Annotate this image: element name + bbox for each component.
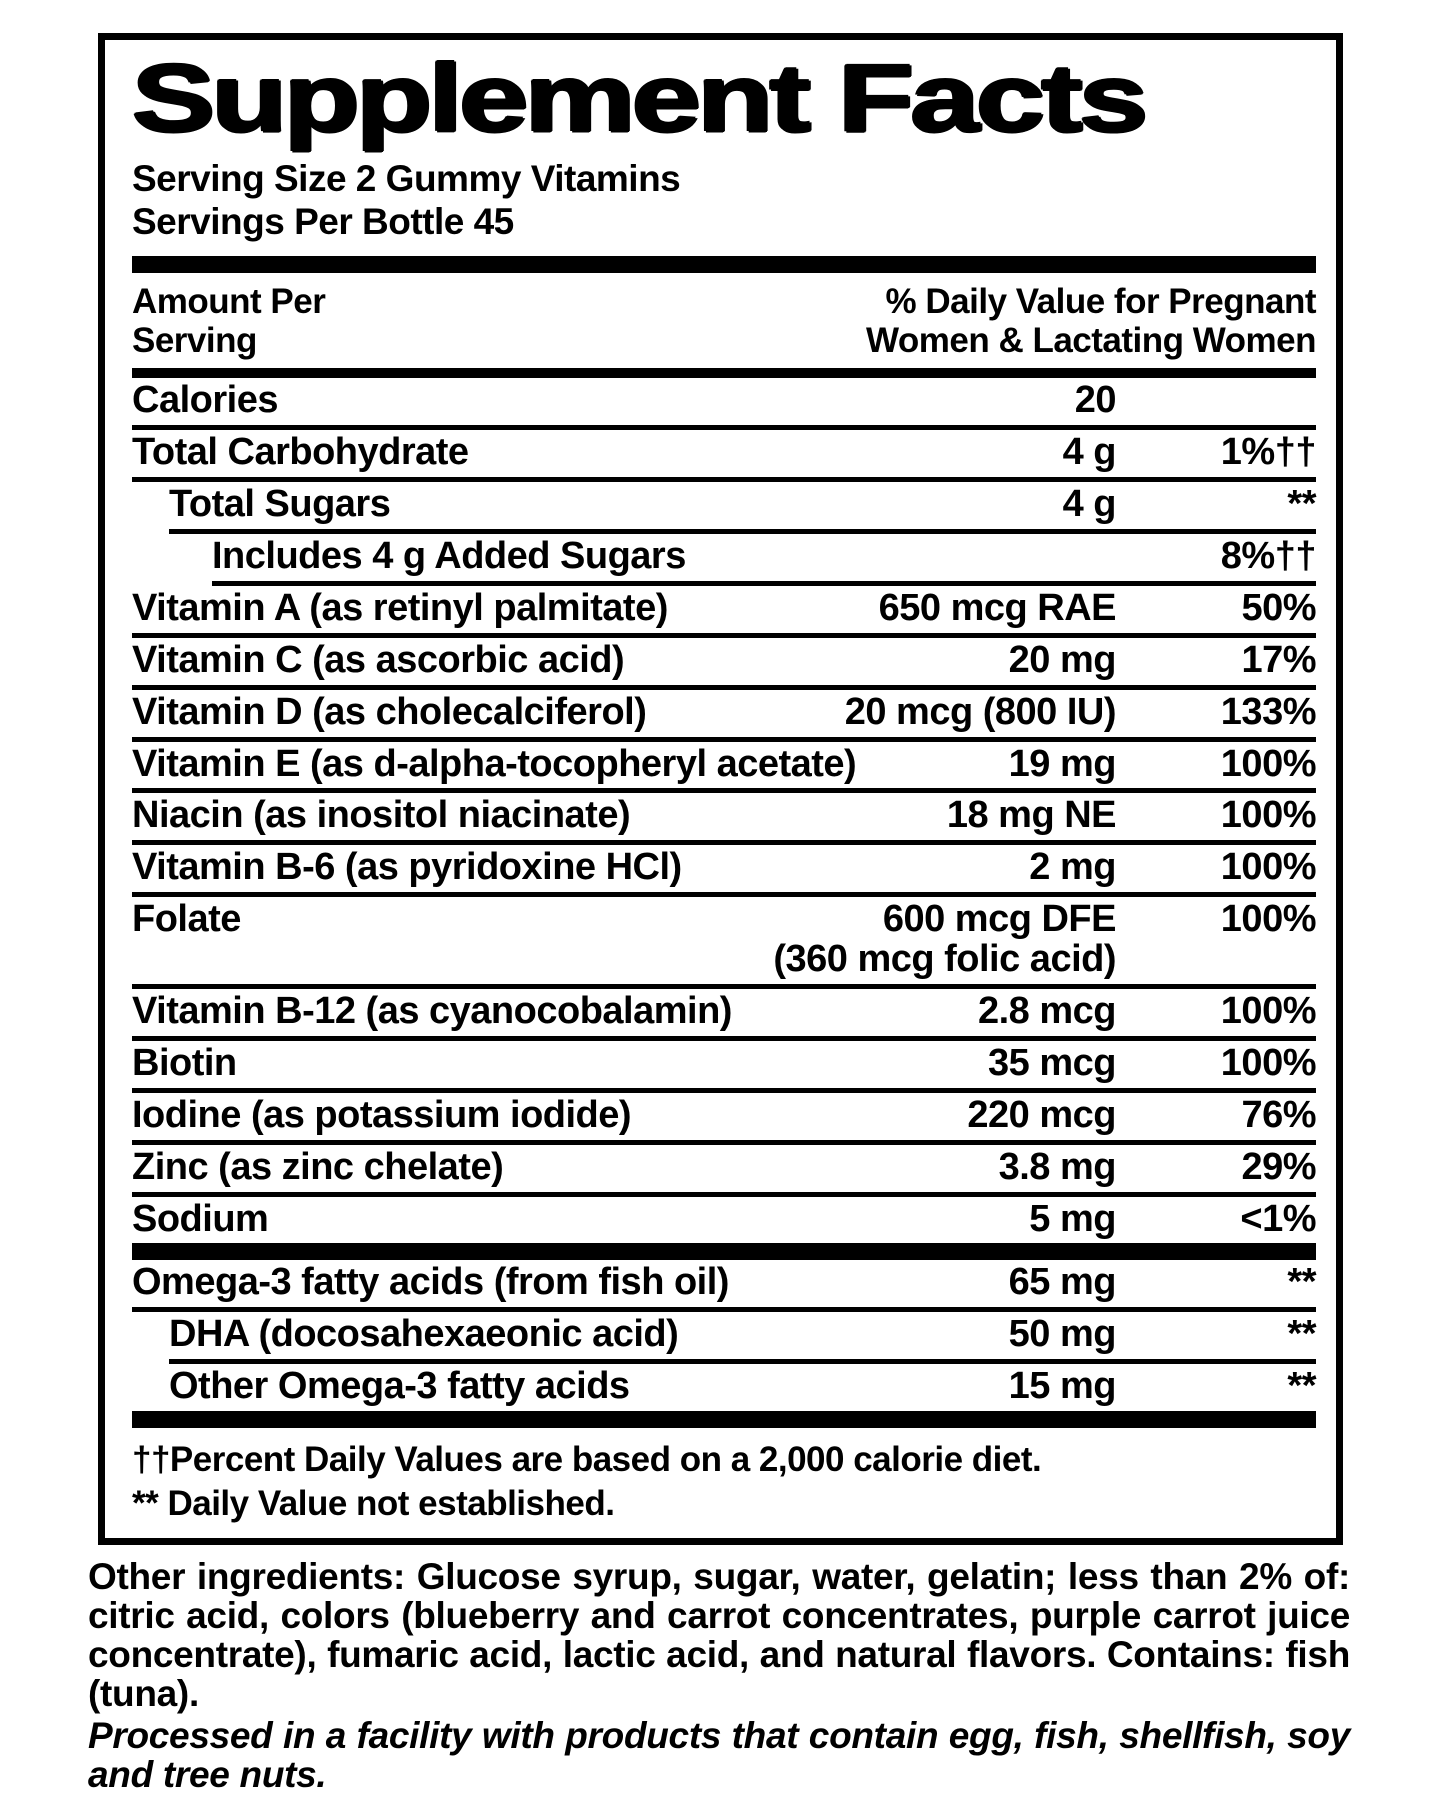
table-row-vitamin-a: Vitamin A (as retinyl palmitate) 650 mcg… bbox=[132, 586, 1317, 638]
nutrient-amount: 18 mg NE bbox=[946, 794, 1117, 837]
column-header-amount-line2: Serving bbox=[132, 321, 257, 361]
other-ingredients-text: Other ingredients: Glucose syrup, sugar,… bbox=[88, 1555, 1350, 1714]
table-row-sodium: Sodium 5 mg <1% bbox=[132, 1197, 1317, 1244]
nutrient-dv: ** bbox=[1287, 1365, 1316, 1408]
table-row-niacin: Niacin (as inositol niacinate) 18 mg NE … bbox=[132, 793, 1317, 846]
nutrient-dv: 50% bbox=[1241, 586, 1316, 629]
table-row-vitamin-b12: Vitamin B-12 (as cyanocobalamin) 2.8 mcg… bbox=[132, 989, 1317, 1041]
nutrient-amount: 20 mcg (800 IU) bbox=[844, 690, 1117, 733]
nutrient-amount: 2.8 mcg bbox=[977, 989, 1117, 1032]
nutrient-name: Vitamin A (as retinyl palmitate) bbox=[132, 586, 668, 629]
footnotes: ††Percent Daily Values are based on a 2,… bbox=[132, 1428, 1316, 1528]
nutrient-dv: 29% bbox=[1241, 1145, 1316, 1188]
column-header-dv-line1: % Daily Value for Pregnant bbox=[885, 281, 1317, 321]
nutrient-amount: 19 mg bbox=[1008, 742, 1117, 785]
nutrient-amount: 20 mg bbox=[1008, 638, 1117, 681]
nutrient-dv: 100% bbox=[1220, 1041, 1317, 1084]
divider-bar-medium bbox=[132, 368, 1316, 379]
nutrient-amount: 4 g bbox=[1062, 431, 1117, 474]
servings-per-bottle: Servings Per Bottle 45 bbox=[132, 200, 514, 242]
nutrient-dv: 133% bbox=[1220, 690, 1317, 733]
nutrient-amount-line1: 600 mcg DFE bbox=[882, 898, 1117, 941]
supplement-facts-panel: Supplement Facts Serving Size 2 Gummy Vi… bbox=[98, 33, 1343, 1545]
nutrient-amount: 65 mg bbox=[1008, 1261, 1117, 1304]
divider-bar-thick bbox=[132, 1243, 1316, 1261]
nutrient-name: Includes 4 g Added Sugars bbox=[212, 534, 686, 577]
nutrient-amount: 3.8 mg bbox=[998, 1145, 1117, 1188]
nutrient-amount: 600 mcg DFE (360 mcg folic acid) bbox=[241, 898, 1117, 981]
nutrient-name: Iodine (as potassium iodide) bbox=[132, 1093, 632, 1136]
nutrient-dv: 76% bbox=[1241, 1093, 1316, 1136]
supplement-facts-title: Supplement Facts bbox=[132, 45, 1148, 152]
table-row-iodine: Iodine (as potassium iodide) 220 mcg 76% bbox=[132, 1093, 1317, 1145]
column-header-amount-line1: Amount Per bbox=[132, 281, 326, 321]
table-row-vitamin-b6: Vitamin B-6 (as pyridoxine HCl) 2 mg 100… bbox=[132, 845, 1317, 898]
nutrient-name: Total Carbohydrate bbox=[132, 431, 469, 474]
column-header-dv: % Daily Value for Pregnant Women & Lacta… bbox=[865, 281, 1317, 361]
nutrient-name: Other Omega-3 fatty acids bbox=[169, 1365, 630, 1408]
nutrient-name: Folate bbox=[132, 898, 241, 941]
table-row-dha: DHA (docosahexaeonic acid) 50 mg ** bbox=[169, 1312, 1317, 1365]
nutrient-name: Vitamin E (as d-alpha-tocopheryl acetate… bbox=[132, 742, 857, 785]
nutrient-amount-line2: (360 mcg folic acid) bbox=[773, 938, 1116, 981]
nutrient-name: Vitamin B-12 (as cyanocobalamin) bbox=[132, 989, 732, 1032]
nutrient-name: Total Sugars bbox=[169, 483, 391, 526]
footnote-daily-values: ††Percent Daily Values are based on a 2,… bbox=[132, 1440, 1042, 1480]
nutrient-amount: 5 mg bbox=[1029, 1197, 1116, 1240]
nutrient-dv: 100% bbox=[1220, 794, 1317, 837]
table-row-added-sugars: Includes 4 g Added Sugars 8%†† bbox=[212, 534, 1317, 586]
table-row-calories: Calories 20 bbox=[132, 378, 1316, 431]
table-row-total-carbohydrate: Total Carbohydrate 4 g 1%†† bbox=[132, 430, 1317, 483]
nutrient-dv: ** bbox=[1287, 483, 1316, 526]
nutrient-dv: 1%†† bbox=[1220, 431, 1317, 474]
nutrient-dv: <1% bbox=[1240, 1197, 1316, 1240]
nutrient-dv: 17% bbox=[1241, 638, 1316, 681]
nutrient-dv: 100% bbox=[1220, 989, 1317, 1032]
nutrient-dv: 8%†† bbox=[1220, 534, 1317, 577]
nutrient-name: Vitamin C (as ascorbic acid) bbox=[132, 638, 625, 681]
nutrient-name: Vitamin D (as cholecalciferol) bbox=[132, 690, 647, 733]
column-header-dv-line2: Women & Lactating Women bbox=[865, 321, 1317, 361]
table-row-vitamin-e: Vitamin E (as d-alpha-tocopheryl acetate… bbox=[132, 742, 1317, 794]
nutrient-amount: 15 mg bbox=[1008, 1365, 1117, 1408]
table-row-folate: Folate 600 mcg DFE (360 mcg folic acid) … bbox=[132, 897, 1317, 989]
nutrient-name: Calories bbox=[132, 379, 278, 422]
nutrient-name: Biotin bbox=[132, 1041, 237, 1084]
nutrient-amount: 650 mcg RAE bbox=[878, 586, 1117, 629]
table-row-vitamin-c: Vitamin C (as ascorbic acid) 20 mg 17% bbox=[132, 638, 1317, 690]
nutrient-name: Sodium bbox=[132, 1197, 269, 1240]
table-row-zinc: Zinc (as zinc chelate) 3.8 mg 29% bbox=[132, 1145, 1317, 1197]
table-row-biotin: Biotin 35 mcg 100% bbox=[132, 1041, 1317, 1093]
nutrient-amount: 35 mcg bbox=[988, 1041, 1116, 1084]
nutrient-name: DHA (docosahexaeonic acid) bbox=[169, 1313, 679, 1356]
nutrient-amount: 50 mg bbox=[1008, 1313, 1117, 1356]
nutrient-amount: 2 mg bbox=[1029, 846, 1116, 889]
nutrient-name: Zinc (as zinc chelate) bbox=[132, 1145, 504, 1188]
nutrient-amount: 220 mcg bbox=[967, 1093, 1116, 1136]
table-row-omega3: Omega-3 fatty acids (from fish oil) 65 m… bbox=[132, 1260, 1317, 1313]
serving-size: Serving Size 2 Gummy Vitamins bbox=[132, 158, 681, 200]
nutrient-dv: 100% bbox=[1220, 898, 1317, 941]
nutrient-dv: 100% bbox=[1220, 846, 1317, 889]
column-header-amount: Amount Per Serving bbox=[132, 281, 326, 361]
column-header-row: Amount Per Serving % Daily Value for Pre… bbox=[132, 273, 1317, 368]
footnote-dv-not-established: ** Daily Value not established. bbox=[132, 1483, 615, 1523]
nutrient-dv: 100% bbox=[1220, 742, 1317, 785]
nutrient-name: Niacin (as inositol niacinate) bbox=[132, 794, 631, 837]
divider-bar-thick bbox=[132, 255, 1316, 273]
nutrient-dv: ** bbox=[1287, 1261, 1316, 1304]
nutrient-dv: ** bbox=[1287, 1313, 1316, 1356]
allergen-facility-note: Processed in a facility with products th… bbox=[88, 1714, 1350, 1795]
nutrient-amount: 4 g bbox=[1062, 483, 1117, 526]
table-row-total-sugars: Total Sugars 4 g ** bbox=[169, 482, 1317, 534]
nutrient-amount: 20 bbox=[1074, 379, 1117, 422]
divider-bar-thick bbox=[132, 1411, 1316, 1429]
nutrient-name: Omega-3 fatty acids (from fish oil) bbox=[132, 1261, 729, 1304]
table-row-vitamin-d: Vitamin D (as cholecalciferol) 20 mcg (8… bbox=[132, 690, 1317, 742]
table-row-other-omega3: Other Omega-3 fatty acids 15 mg ** bbox=[169, 1364, 1317, 1411]
nutrient-name: Vitamin B-6 (as pyridoxine HCl) bbox=[132, 846, 682, 889]
